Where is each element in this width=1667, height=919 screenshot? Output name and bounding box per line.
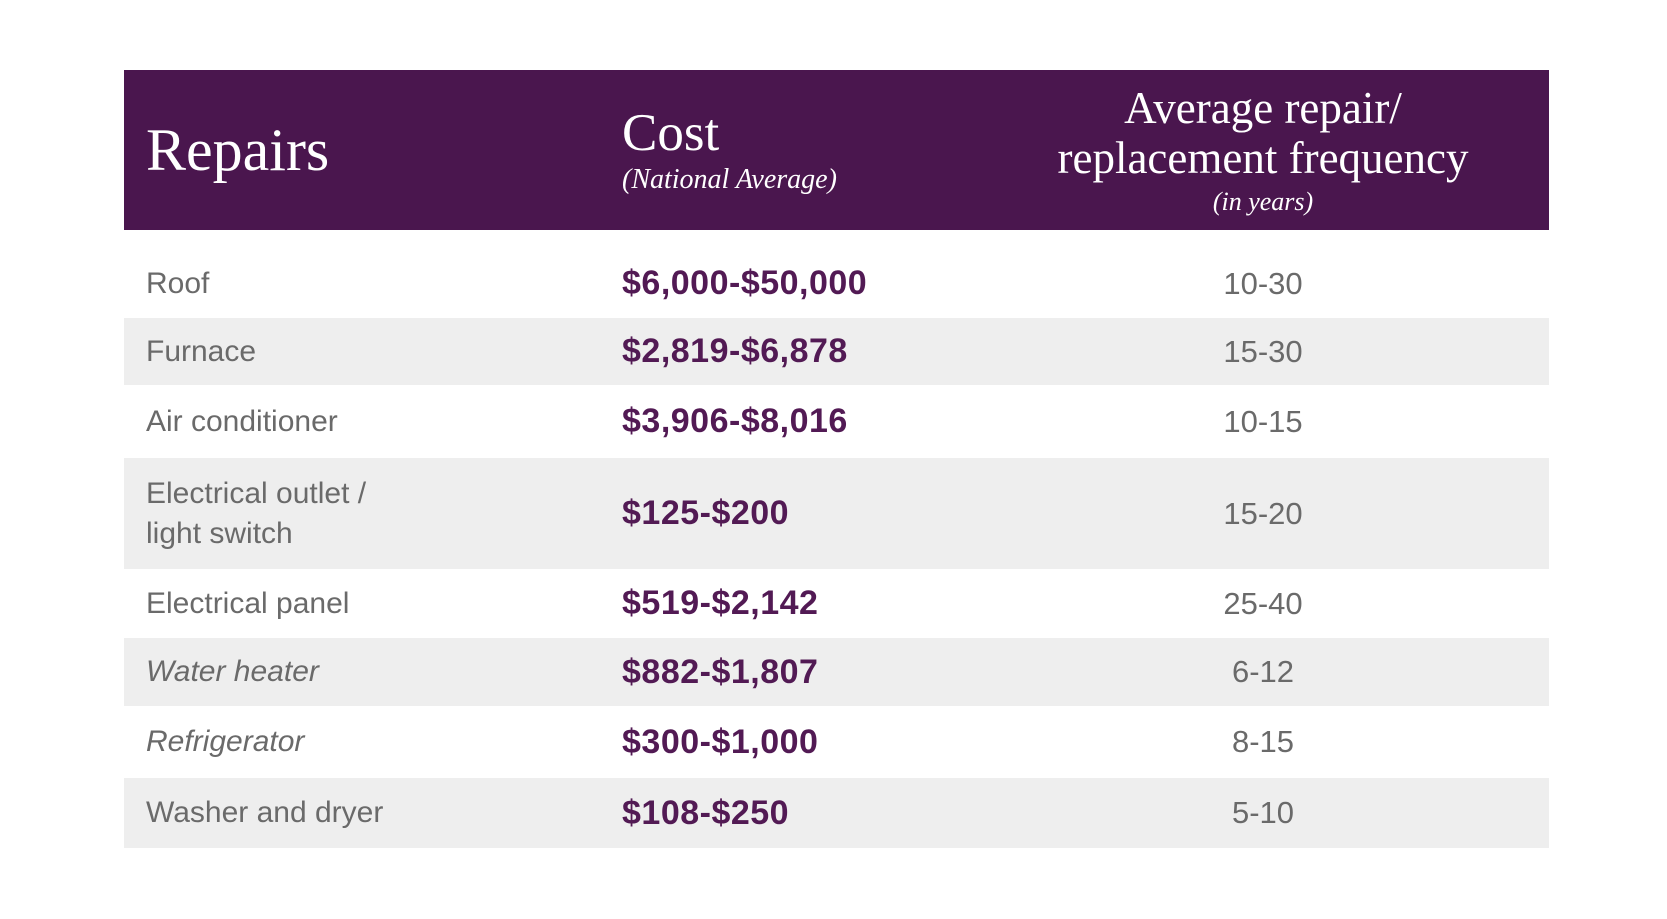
frequency-value: 15-30 [1223, 333, 1303, 369]
header-frequency: Average repair/ replacement frequency (i… [977, 70, 1549, 230]
cost-value: $300-$1,000 [622, 722, 819, 761]
cost-value: $6,000-$50,000 [622, 264, 868, 302]
header-frequency-label-line1: Average repair/ [1124, 83, 1402, 133]
repair-name: Water heater [146, 655, 319, 688]
table-row-roof: Roof $6,000-$50,000 10-30 [124, 249, 1549, 318]
table-row-air-conditioner: Air conditioner $3,906-$8,016 10-15 [124, 385, 1549, 458]
repair-name: Furnace [146, 334, 257, 368]
table-row-water-heater: Water heater $882-$1,807 6-12 [124, 638, 1549, 706]
frequency-value: 25-40 [1223, 585, 1303, 621]
frequency-value: 10-30 [1223, 265, 1303, 301]
header-cost-label: Cost [622, 103, 720, 162]
repair-name: Electrical panel [146, 586, 350, 620]
header-gap [124, 230, 1549, 249]
frequency-value: 15-20 [1223, 495, 1303, 531]
header-cost-sublabel: (National Average) [622, 163, 837, 195]
table-body: Roof $6,000-$50,000 10-30 Furnace $2,819… [124, 230, 1549, 848]
cost-value: $125-$200 [622, 494, 790, 532]
header-frequency-sublabel: (in years) [1212, 187, 1314, 216]
cost-value: $882-$1,807 [622, 652, 819, 691]
repair-name: Washer and dryer [146, 796, 384, 829]
repair-cost-table: Repairs Cost (National Average) Average … [124, 70, 1549, 848]
table-header: Repairs Cost (National Average) Average … [124, 70, 1549, 230]
table-row-electrical-panel: Electrical panel $519-$2,142 25-40 [124, 569, 1549, 638]
header-repairs: Repairs [146, 116, 330, 183]
repair-name: Roof [146, 266, 210, 300]
cost-value: $519-$2,142 [622, 584, 819, 622]
table-row-washer-dryer: Washer and dryer $108-$250 5-10 [124, 778, 1549, 848]
table-row-electrical-outlet: Electrical outlet / light switch $125-$2… [124, 458, 1549, 569]
repair-name: Refrigerator [146, 725, 305, 758]
table-row-furnace: Furnace $2,819-$6,878 15-30 [124, 318, 1549, 385]
cost-value: $3,906-$8,016 [622, 402, 848, 440]
cost-value: $2,819-$6,878 [622, 332, 848, 370]
header-cost: Cost (National Average) [622, 70, 977, 230]
repair-name: Electrical outlet / light switch [146, 476, 367, 550]
frequency-value: 6-12 [1231, 654, 1295, 689]
cost-value: $108-$250 [622, 793, 790, 832]
frequency-value: 10-15 [1223, 403, 1303, 439]
header-frequency-label-line2: replacement frequency [1057, 133, 1469, 183]
repair-name: Air conditioner [146, 404, 338, 438]
table-row-refrigerator: Refrigerator $300-$1,000 8-15 [124, 706, 1549, 778]
frequency-value: 8-15 [1231, 724, 1295, 759]
frequency-value: 5-10 [1231, 795, 1295, 830]
